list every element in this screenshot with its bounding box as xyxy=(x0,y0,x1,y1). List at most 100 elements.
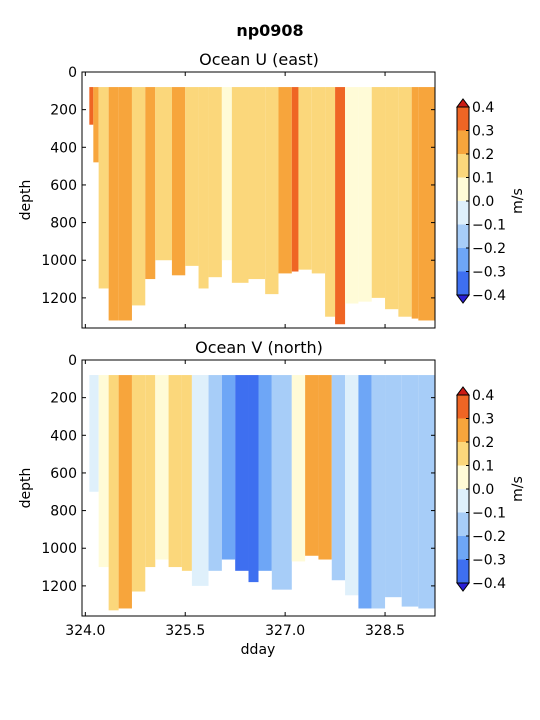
data-column-16 xyxy=(278,87,292,274)
colorbar-band xyxy=(457,512,469,536)
panel-v-y-ticks: 0 200 400 600 800 1000 1200 xyxy=(41,353,435,595)
colorbar-extend-min xyxy=(456,294,470,304)
y-tick-label: 600 xyxy=(50,466,77,482)
colorbar-band xyxy=(457,248,469,272)
data-column-5 xyxy=(145,375,156,568)
y-tick-label: 1000 xyxy=(41,253,77,269)
data-column-17 xyxy=(305,375,319,556)
colorbar-tick-label: −0.2 xyxy=(472,241,506,257)
panel-u-plot-area xyxy=(89,87,435,325)
colorbar-tick-label: 0.4 xyxy=(472,100,494,116)
y-tick-label: 400 xyxy=(50,140,77,156)
colorbar-extend-max xyxy=(456,386,470,396)
y-tick-label: 0 xyxy=(68,353,77,369)
panel-u: Ocean U (east) 0 200 400 600 800 1000 1200 dep… xyxy=(18,50,526,329)
x-tick-label: 325.5 xyxy=(165,623,205,639)
data-column-25 xyxy=(385,87,399,310)
y-tick-label: 1200 xyxy=(41,579,77,595)
data-column-10 xyxy=(198,87,209,289)
data-column-9 xyxy=(185,87,199,266)
data-column-24 xyxy=(401,375,419,607)
data-column-10 xyxy=(208,375,222,571)
data-column-26 xyxy=(398,87,412,317)
y-tick-label: 0 xyxy=(68,65,77,81)
data-column-28 xyxy=(418,87,435,321)
colorbar-label: m/s xyxy=(510,188,526,214)
data-column-20 xyxy=(345,375,359,596)
data-column-13 xyxy=(231,87,249,283)
colorbar-band xyxy=(457,154,469,178)
data-column-9 xyxy=(191,375,209,586)
data-column-20 xyxy=(325,87,336,317)
colorbar-tick-label: 0.2 xyxy=(472,435,494,451)
data-column-14 xyxy=(248,87,266,280)
data-column-21 xyxy=(335,87,346,325)
data-column-24 xyxy=(371,87,386,298)
data-column-23 xyxy=(385,375,402,598)
panel-u-x-ticks xyxy=(84,72,386,328)
data-column-6 xyxy=(145,87,156,280)
y-tick-label: 600 xyxy=(50,178,77,194)
data-column-6 xyxy=(155,375,169,560)
y-tick-label: 200 xyxy=(50,391,77,407)
y-tick-label: 200 xyxy=(50,103,77,119)
panel-v-ylabel: depth xyxy=(18,468,34,509)
data-column-22 xyxy=(345,87,359,304)
data-column-1 xyxy=(93,87,99,163)
data-column-23 xyxy=(358,87,372,302)
colorbar-tick-label: −0.2 xyxy=(472,529,506,545)
colorbar-tick-label: 0.1 xyxy=(472,171,494,187)
data-column-17 xyxy=(291,87,299,272)
data-column-2 xyxy=(108,375,119,611)
data-column-4 xyxy=(131,375,146,592)
data-column-22 xyxy=(371,375,386,609)
data-column-12 xyxy=(235,375,249,571)
colorbar-tick-label: 0.0 xyxy=(472,194,494,210)
data-column-14 xyxy=(258,375,272,571)
colorbar-band xyxy=(457,271,469,295)
data-column-18 xyxy=(318,375,332,560)
panel-u-ylabel: depth xyxy=(18,180,34,221)
panel-v: Ocean V (north) 324.0 325.5 327.0 328.5 0 20… xyxy=(18,338,526,658)
data-column-8 xyxy=(171,87,186,276)
data-column-15 xyxy=(271,375,292,590)
colorbar-tick-label: 0.3 xyxy=(472,124,494,140)
y-tick-label: 1000 xyxy=(41,541,77,557)
data-column-7 xyxy=(155,87,172,261)
colorbar-v: −0.4 −0.3 −0.2 −0.1 0.0 0.1 0.2 0.3 0.4 m/s xyxy=(456,386,526,592)
data-column-12 xyxy=(221,87,232,261)
colorbar-band xyxy=(457,107,469,131)
colorbar-tick-label: 0.3 xyxy=(472,412,494,428)
data-column-3 xyxy=(108,87,119,321)
colorbar-band xyxy=(457,465,469,489)
colorbar-band xyxy=(457,201,469,225)
y-tick-label: 400 xyxy=(50,428,77,444)
colorbar-tick-label: 0.1 xyxy=(472,459,494,475)
figure-title: np0908 xyxy=(236,21,303,40)
data-column-0 xyxy=(89,87,94,125)
data-column-11 xyxy=(208,87,222,278)
data-column-7 xyxy=(168,375,182,568)
panel-v-x-ticks: 324.0 325.5 327.0 328.5 xyxy=(65,360,405,639)
colorbar-tick-label: 0.0 xyxy=(472,482,494,498)
data-column-0 xyxy=(89,375,99,492)
data-column-25 xyxy=(418,375,435,609)
colorbar-u: −0.4 −0.3 −0.2 −0.1 0.0 0.1 0.2 0.3 0.4 m/s xyxy=(456,98,526,304)
panel-v-frame xyxy=(81,359,436,617)
data-column-13 xyxy=(248,375,259,583)
data-column-19 xyxy=(331,375,346,581)
colorbar-label: m/s xyxy=(510,476,526,502)
data-column-3 xyxy=(118,375,132,609)
panel-u-frame xyxy=(81,71,436,329)
data-column-2 xyxy=(98,87,109,289)
y-tick-label: 1200 xyxy=(41,291,77,307)
colorbar-band xyxy=(457,489,469,513)
colorbar-tick-label: 0.4 xyxy=(472,388,494,404)
colorbar-band xyxy=(457,559,469,583)
colorbar-band xyxy=(457,418,469,442)
data-column-21 xyxy=(358,375,372,609)
colorbar-band xyxy=(457,224,469,248)
y-tick-label: 800 xyxy=(50,504,77,520)
data-column-11 xyxy=(221,375,236,560)
